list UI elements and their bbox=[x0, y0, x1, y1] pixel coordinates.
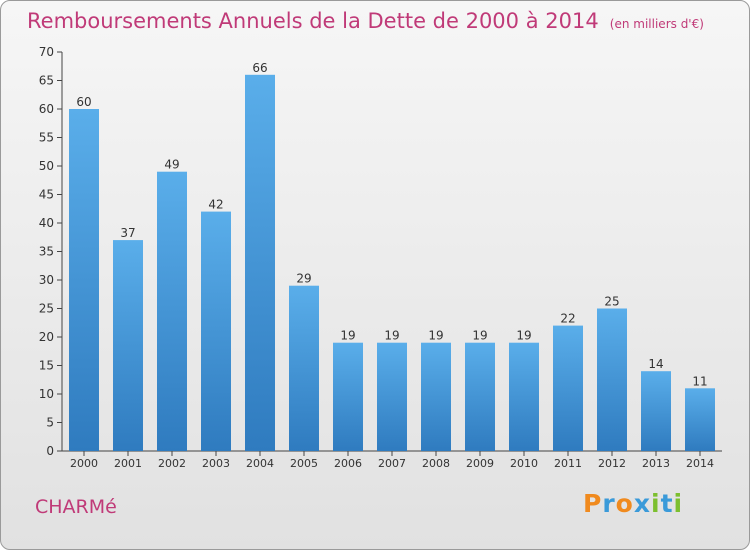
data-label: 19 bbox=[384, 329, 399, 343]
x-tick-label: 2005 bbox=[290, 457, 318, 470]
logo-letter: i bbox=[673, 489, 684, 518]
logo-letter: t bbox=[660, 489, 674, 518]
x-tick-label: 2010 bbox=[510, 457, 538, 470]
bars bbox=[69, 74, 715, 452]
logo-letter: P bbox=[583, 489, 603, 518]
y-tick-label: 35 bbox=[39, 245, 54, 259]
data-label: 19 bbox=[472, 329, 487, 343]
bar bbox=[641, 371, 671, 451]
x-tick-label: 2006 bbox=[334, 457, 362, 470]
x-tick-label: 2008 bbox=[422, 457, 450, 470]
data-label: 42 bbox=[208, 198, 223, 212]
y-tick-label: 60 bbox=[39, 102, 54, 116]
y-tick-label: 20 bbox=[39, 330, 54, 344]
y-tick-label: 70 bbox=[39, 45, 54, 59]
bar bbox=[377, 342, 407, 451]
y-tick-label: 10 bbox=[39, 387, 54, 401]
y-tick-label: 5 bbox=[46, 416, 54, 430]
chart-title-block: Remboursements Annuels de la Dette de 20… bbox=[27, 9, 704, 33]
data-label: 22 bbox=[560, 312, 575, 326]
logo-letter: i bbox=[651, 489, 661, 518]
x-tick-label: 2004 bbox=[246, 457, 274, 470]
y-tick-label: 50 bbox=[39, 159, 54, 173]
bar bbox=[69, 109, 99, 451]
data-label: 14 bbox=[648, 357, 663, 371]
y-tick-label: 45 bbox=[39, 188, 54, 202]
bar bbox=[333, 342, 363, 451]
commune-name: CHARMé bbox=[35, 496, 117, 518]
chart-unit-subtitle: (en milliers d'€) bbox=[609, 17, 704, 31]
x-tick-label: 2012 bbox=[598, 457, 626, 470]
bar bbox=[597, 308, 627, 451]
bar bbox=[245, 74, 275, 452]
x-tick-label: 2009 bbox=[466, 457, 494, 470]
x-tick-label: 2007 bbox=[378, 457, 406, 470]
data-label: 49 bbox=[164, 158, 179, 172]
proxiti-logo: Proxiti bbox=[583, 489, 683, 518]
y-tick-label: 25 bbox=[39, 302, 54, 316]
axes: 0 5 10 15 20 25 30 35 40 45 50 55 60 65 70 2000 2001 2002… bbox=[39, 45, 722, 470]
bar bbox=[509, 342, 539, 451]
y-tick-label: 0 bbox=[46, 444, 54, 458]
logo-letter: r bbox=[602, 489, 616, 518]
bar bbox=[113, 240, 143, 451]
data-label: 60 bbox=[76, 95, 91, 109]
y-tick-label: 65 bbox=[39, 74, 54, 88]
bar bbox=[289, 285, 319, 451]
x-tick-label: 2011 bbox=[554, 457, 582, 470]
bar bbox=[201, 211, 231, 451]
y-tick-label: 30 bbox=[39, 273, 54, 287]
data-label: 37 bbox=[120, 226, 135, 240]
chart-title: Remboursements Annuels de la Dette de 20… bbox=[27, 9, 599, 33]
data-label: 66 bbox=[252, 61, 267, 75]
bar bbox=[465, 342, 495, 451]
x-tick-label: 2014 bbox=[686, 457, 714, 470]
x-tick-label: 2001 bbox=[114, 457, 142, 470]
y-tick-label: 15 bbox=[39, 359, 54, 373]
y-tick-label: 40 bbox=[39, 216, 54, 230]
x-tick-label: 2000 bbox=[70, 457, 98, 470]
data-label: 25 bbox=[604, 295, 619, 309]
y-tick-label: 55 bbox=[39, 131, 54, 145]
data-label: 19 bbox=[340, 329, 355, 343]
data-label: 11 bbox=[692, 374, 707, 388]
x-tick-label: 2013 bbox=[642, 457, 670, 470]
x-tick-label: 2002 bbox=[158, 457, 186, 470]
data-label: 19 bbox=[516, 329, 531, 343]
logo-letter: x bbox=[633, 489, 651, 518]
bar bbox=[685, 388, 715, 451]
bar bbox=[421, 342, 451, 451]
data-label: 19 bbox=[428, 329, 443, 343]
bar bbox=[157, 171, 187, 451]
bar bbox=[553, 325, 583, 451]
bar-chart: 0 5 10 15 20 25 30 35 40 45 50 55 60 65 70 2000 2001 2002… bbox=[39, 45, 722, 470]
x-tick-label: 2003 bbox=[202, 457, 230, 470]
logo-letter: o bbox=[615, 489, 634, 518]
data-label: 29 bbox=[296, 272, 311, 286]
value-labels: 60 37 49 42 66 29 19 19 19 19 19 22 25 14 11 bbox=[76, 61, 707, 388]
